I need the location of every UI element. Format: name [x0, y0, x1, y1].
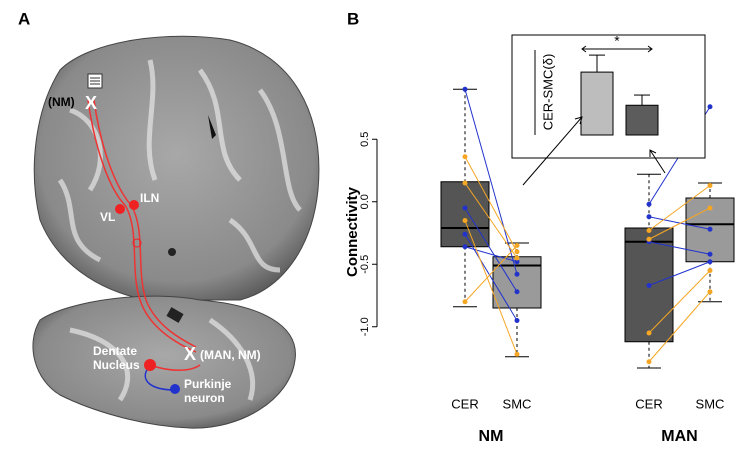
subject-line: [648, 207, 711, 240]
subject-point: [646, 228, 652, 233]
subject-point: [707, 183, 713, 188]
subject-point: [707, 205, 713, 211]
subject-line: [464, 245, 518, 303]
subject-line: [464, 156, 518, 252]
group-label: MAN: [661, 428, 697, 445]
y-tick-label: -0.5: [359, 255, 371, 274]
significance-star: *: [614, 33, 620, 49]
subject-point: [707, 259, 713, 265]
annotation: neuron: [184, 391, 225, 405]
subject-point: [462, 86, 468, 92]
annotation: Purkinje: [184, 377, 232, 391]
subject-point: [707, 226, 713, 232]
subject-point: [707, 289, 713, 295]
annotation: (MAN, NM): [200, 348, 261, 362]
subject-line: [464, 207, 518, 293]
brain-image: [32, 35, 320, 429]
subject-point: [646, 283, 652, 288]
x-tick-label: CER: [635, 396, 662, 411]
subject-line: [648, 261, 711, 286]
subject-line: [648, 270, 711, 334]
y-tick-label: 0.0: [359, 194, 371, 209]
group-label: NM: [479, 428, 504, 445]
subject-point: [462, 154, 468, 160]
subject-line: [648, 291, 711, 363]
inset-bar: [580, 71, 614, 136]
subject-point: [462, 231, 468, 237]
subject-point: [462, 205, 468, 211]
subject-point: [514, 318, 520, 323]
subject-point: [646, 330, 652, 336]
subject-point: [462, 180, 468, 186]
x-tick-label: SMC: [696, 396, 725, 411]
x-tick-label: CER: [451, 396, 478, 411]
subject-line: [464, 246, 518, 263]
subject-point: [646, 359, 652, 365]
y-tick-label: -1.0: [359, 317, 371, 336]
subject-line: [464, 233, 518, 321]
lesion-mark: X: [184, 344, 196, 364]
subject-point: [514, 249, 520, 255]
annotation: (NM): [48, 95, 75, 109]
subject-line: [464, 220, 518, 355]
subject-line: [648, 216, 711, 230]
significance-arrow: [581, 45, 653, 53]
subject-line: [464, 182, 518, 259]
annotation: Dentate: [93, 344, 137, 358]
panel-label: B: [347, 9, 359, 28]
subject-point: [514, 255, 520, 261]
x-tick-label: SMC: [503, 396, 532, 411]
subject-point: [462, 299, 468, 305]
subject-point: [707, 251, 713, 257]
subject-point: [646, 201, 652, 207]
subject-point: [707, 104, 713, 110]
y-axis-label: Connectivity: [344, 186, 361, 277]
subject-line: [648, 241, 711, 255]
inset-bar: [625, 104, 659, 136]
y-tick-label: 0.5: [359, 132, 371, 147]
annotation: ILN: [140, 191, 159, 205]
pointer-arrow: [522, 116, 583, 186]
panel-label: A: [18, 9, 30, 28]
subject-point: [462, 244, 468, 250]
subject-point: [514, 243, 520, 248]
subject-point: [514, 289, 520, 295]
subject-line: [648, 185, 711, 231]
subject-point: [462, 218, 468, 223]
subject-point: [646, 214, 652, 220]
subject-point: [646, 236, 652, 242]
subject-line: [464, 89, 518, 275]
box: [440, 181, 490, 248]
subject-point: [514, 259, 520, 265]
subject-point: [707, 268, 713, 273]
lesion-mark: X: [85, 93, 97, 113]
annotation: VL: [100, 210, 115, 224]
pointer-arrow: [649, 149, 666, 174]
annotation: Nucleus: [93, 358, 140, 372]
subject-point: [514, 271, 520, 277]
inset-y-label: CER-SMC(δ): [540, 54, 555, 131]
subject-point: [514, 351, 520, 357]
